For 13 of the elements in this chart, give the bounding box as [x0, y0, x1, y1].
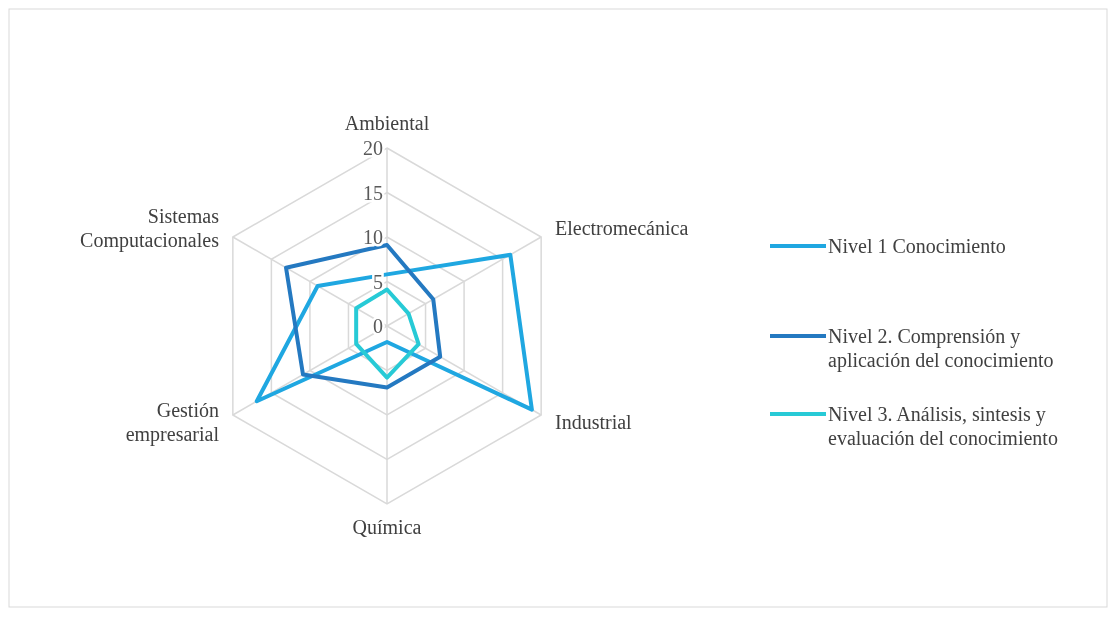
spoke-label: Electromecánica — [555, 216, 689, 239]
y-tick-label: 20 — [363, 137, 383, 159]
legend-label: Nivel 3. Análisis, sintesis y evaluación del conocimiento — [828, 403, 1058, 449]
legend-label: Nivel 1 Conocimiento — [828, 235, 1006, 257]
spoke-label: Ambiental — [344, 111, 430, 134]
y-tick-label: 15 — [363, 181, 383, 204]
y-tick-label: 10 — [363, 226, 383, 248]
y-tick-label: 0 — [373, 315, 383, 337]
spoke-label: Industrial — [555, 411, 633, 434]
spoke-label: Gestión empresarial — [125, 399, 220, 447]
spoke-label: Química — [352, 516, 422, 539]
spoke-label: Sistemas Computacionales — [80, 204, 220, 252]
legend-label: Nivel 2. Comprensión y aplicación del conocimiento — [828, 325, 1054, 372]
